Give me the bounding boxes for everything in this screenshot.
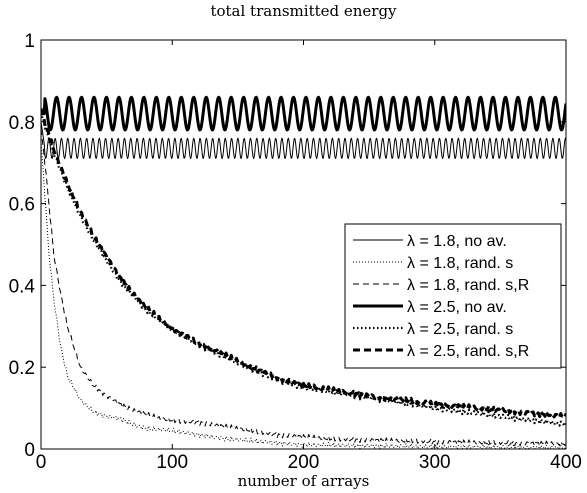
x-tick-label-3: 300 (419, 452, 451, 473)
x-tick-label-0: 0 (36, 452, 47, 473)
y-tick-label-1: 0.2 (9, 358, 35, 379)
y-tick-label-0: 0 (24, 440, 35, 461)
y-tick-label-4: 0.8 (9, 113, 35, 134)
x-tick-label-2: 200 (288, 452, 320, 473)
legend-label-4: λ = 2.5, no av. (407, 299, 507, 316)
x-tick-label-1: 100 (156, 452, 188, 473)
series-line-6 (41, 108, 566, 420)
legend-label-3: λ = 1.8, rand. s,R (407, 277, 529, 294)
legend-box (344, 223, 562, 369)
series-line-3 (41, 128, 566, 447)
x-axis-label: number of arrays (237, 472, 370, 490)
y-tick-label-2: 0.4 (9, 276, 36, 297)
y-tick-label-5: 1 (24, 31, 35, 52)
legend-label-5: λ = 2.5, rand. s (407, 321, 513, 338)
series-line-1 (41, 121, 566, 160)
legend-label-1: λ = 1.8, no av. (407, 233, 507, 250)
series-line-4 (41, 95, 566, 132)
legend-label-6: λ = 2.5, rand. s,R (407, 343, 529, 360)
legend-label-2: λ = 1.8, rand. s (407, 255, 513, 272)
chart-title: total transmitted energy (210, 2, 397, 20)
x-tick-label-4: 400 (550, 452, 582, 473)
y-tick-label-3: 0.6 (9, 195, 35, 216)
